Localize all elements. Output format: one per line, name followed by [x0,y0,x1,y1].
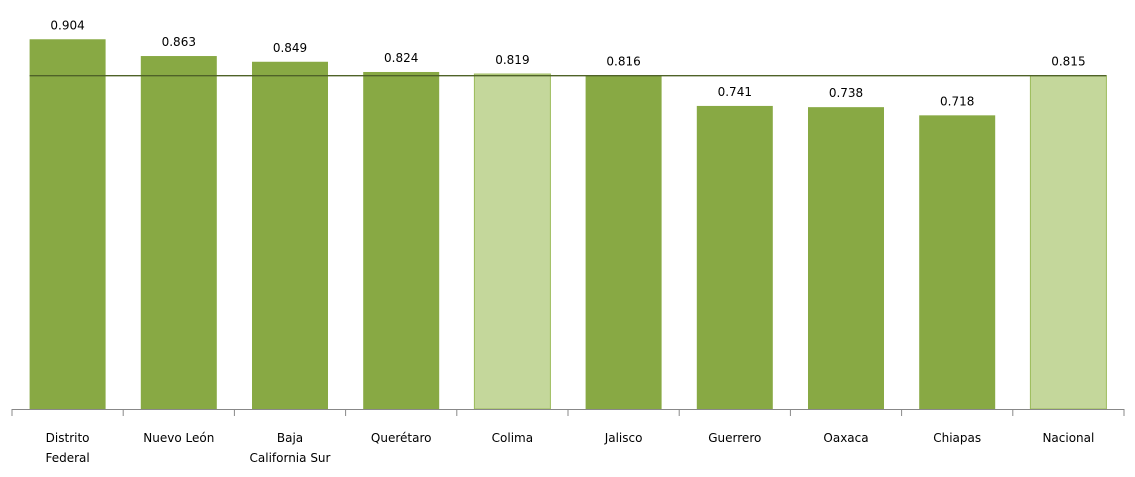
value-label: 0.741 [718,85,752,99]
x-tick-label: Chiapas [933,431,981,445]
x-tick-label: Guerrero [708,431,761,445]
x-tick-label: Colima [492,431,533,445]
bar [1029,75,1107,410]
x-tick-label: California Sur [250,451,331,465]
bar [919,115,996,409]
bar [808,107,884,410]
x-tick-label: Querétaro [371,431,432,445]
value-label: 0.718 [940,94,974,108]
x-tick-label: Nacional [1042,431,1094,445]
value-label: 0.815 [1051,55,1085,69]
x-tick-label: Oaxaca [823,431,868,445]
x-tick-label: Nuevo León [143,431,214,445]
value-label: 0.819 [495,53,529,67]
x-tick-label: Baja [277,431,303,445]
bar [252,61,328,409]
value-label: 0.863 [162,35,196,49]
x-tick-label: Federal [45,451,89,465]
bar [473,73,551,410]
x-tick-label: Distrito [46,431,90,445]
bar [585,75,662,410]
bar [363,71,440,409]
value-label: 0.824 [384,51,418,65]
value-label: 0.904 [50,18,84,32]
value-label: 0.849 [273,41,307,55]
bar [29,39,106,409]
x-tick-label: Jalisco [604,431,643,445]
value-label: 0.816 [606,54,640,68]
bar [696,105,773,409]
bar [140,56,217,410]
value-label: 0.738 [829,86,863,100]
